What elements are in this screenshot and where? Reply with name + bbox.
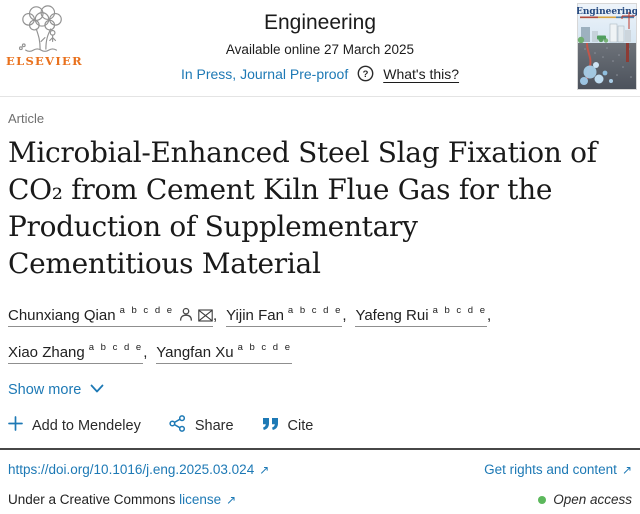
- license-text: Under a Creative Commons license ↗: [8, 492, 237, 507]
- author-name: Chunxiang Qian: [8, 307, 116, 324]
- journal-header-center: Engineering Available online 27 March 20…: [110, 11, 530, 82]
- email-envelope-icon[interactable]: [198, 303, 213, 333]
- cite-button[interactable]: Cite: [262, 417, 314, 435]
- author-affiliations: a b c d e: [432, 305, 488, 316]
- open-access-badge: Open access: [538, 492, 632, 507]
- author-list: Chunxiang Qian a b c d e, Yijin Fan a b c …: [8, 296, 618, 368]
- author-name: Xiao Zhang: [8, 344, 85, 361]
- external-link-icon: ↗: [259, 463, 270, 477]
- elsevier-tree-icon: [6, 3, 80, 53]
- in-press-link[interactable]: In Press, Journal Pre-proof: [180, 65, 349, 82]
- elsevier-logo[interactable]: ELSEVIER: [6, 3, 83, 68]
- article-title: Microbial-Enhanced Steel Slag Fixation o…: [8, 136, 597, 280]
- author-link[interactable]: Yafeng Rui a b c d e: [355, 305, 488, 327]
- author-link[interactable]: Xiao Zhang a b c d e: [8, 342, 144, 364]
- chevron-down-icon: [90, 382, 104, 398]
- author-affiliations: a b c d e: [287, 305, 343, 316]
- journal-cover-thumbnail[interactable]: Engineering: [577, 3, 637, 90]
- author-affiliations: a b c d e: [237, 342, 293, 353]
- journal-header: ELSEVIER Engineering Available online 27…: [0, 0, 640, 97]
- cover-masthead-text: Engineering: [577, 7, 637, 17]
- in-press-row: In Press, Journal Pre-proof ? What's thi…: [110, 65, 530, 82]
- external-link-icon: ↗: [226, 493, 237, 507]
- author-link[interactable]: Yijin Fan a b c d e: [226, 305, 343, 327]
- share-button[interactable]: Share: [169, 415, 234, 436]
- show-more-label: Show more: [8, 382, 82, 398]
- available-online-date: Available online 27 March 2025: [225, 42, 415, 57]
- author-affiliations: a b c d e: [119, 305, 175, 316]
- author-profile-icon: [179, 303, 193, 333]
- add-to-mendeley-button[interactable]: Add to Mendeley: [8, 416, 141, 435]
- journal-title-link[interactable]: Engineering: [263, 11, 377, 34]
- footer-divider: [0, 448, 640, 450]
- plus-icon: [8, 416, 23, 435]
- author-affiliations: a b c d e: [88, 342, 144, 353]
- author-separator: ,: [342, 307, 347, 324]
- article-type-label: Article: [8, 111, 45, 126]
- open-access-label: Open access: [553, 492, 632, 507]
- author-name: Yangfan Xu: [156, 344, 234, 361]
- doi-link[interactable]: https://doi.org/10.1016/j.eng.2025.03.02…: [8, 462, 270, 477]
- doi-row: https://doi.org/10.1016/j.eng.2025.03.02…: [0, 462, 640, 477]
- svg-text:?: ?: [363, 69, 369, 80]
- action-bar: Add to Mendeley Share: [8, 415, 630, 436]
- author-link[interactable]: Yangfan Xu a b c d e: [156, 342, 293, 364]
- add-to-mendeley-label: Add to Mendeley: [32, 417, 141, 434]
- author-separator: ,: [487, 307, 492, 324]
- license-link[interactable]: license ↗: [179, 492, 237, 507]
- license-row: Under a Creative Commons license ↗ Open a…: [0, 492, 640, 507]
- share-network-icon: [169, 415, 186, 436]
- elsevier-wordmark: ELSEVIER: [6, 54, 83, 68]
- article-main: Article Microbial-Enhanced Steel Slag Fi…: [0, 111, 640, 436]
- author-separator: ,: [213, 307, 218, 324]
- share-label: Share: [194, 417, 234, 434]
- open-access-dot-icon: [538, 495, 547, 504]
- get-rights-link[interactable]: Get rights and content ↗: [484, 462, 632, 477]
- show-more-button[interactable]: Show more: [8, 382, 104, 398]
- cite-label: Cite: [287, 417, 314, 434]
- author-link[interactable]: Chunxiang Qian a b c d e: [8, 305, 214, 327]
- quote-cite-icon: [262, 417, 279, 435]
- whats-this-link[interactable]: What's this?: [383, 65, 460, 82]
- external-link-icon: ↗: [621, 463, 632, 477]
- author-name: Yafeng Rui: [355, 307, 429, 324]
- author-name: Yijin Fan: [226, 307, 284, 324]
- help-icon[interactable]: ?: [357, 65, 374, 82]
- author-separator: ,: [143, 344, 148, 361]
